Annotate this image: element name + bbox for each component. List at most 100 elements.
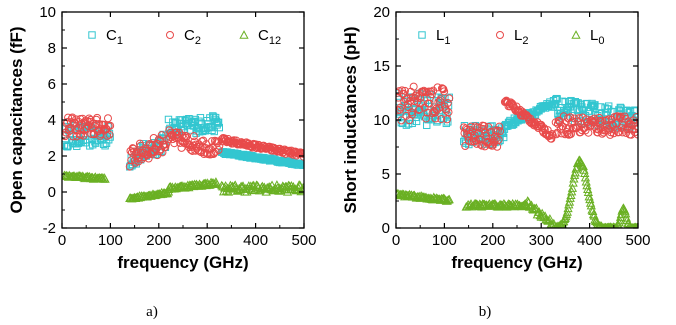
data-point xyxy=(209,150,218,159)
data-point xyxy=(422,114,431,123)
data-point xyxy=(431,114,440,123)
legend-label: C2 xyxy=(184,27,201,47)
x-tick-label: 500 xyxy=(291,232,316,249)
data-point xyxy=(191,146,200,155)
data-point xyxy=(621,208,631,218)
data-point xyxy=(298,183,304,192)
legend-label: C1 xyxy=(106,27,123,47)
data-point xyxy=(495,122,504,131)
data-point xyxy=(226,182,237,191)
data-point xyxy=(616,114,625,123)
data-point xyxy=(412,117,421,126)
data-point xyxy=(299,184,304,194)
data-point xyxy=(581,176,591,186)
data-point xyxy=(501,201,511,210)
data-point xyxy=(157,131,166,140)
data-point xyxy=(189,132,198,141)
data-point xyxy=(173,183,183,192)
legend-l1: L1 xyxy=(418,27,450,47)
data-point xyxy=(567,183,578,192)
legend-label: L2 xyxy=(514,27,528,47)
data-point xyxy=(62,132,70,141)
data-point xyxy=(568,178,578,187)
data-point xyxy=(208,137,217,146)
data-point xyxy=(79,131,88,140)
data-point xyxy=(584,191,594,201)
x-tick-label: 300 xyxy=(529,232,554,249)
data-point xyxy=(566,113,575,122)
legend-marker xyxy=(166,31,174,39)
data-point xyxy=(214,119,222,127)
data-point xyxy=(66,124,75,133)
data-point xyxy=(553,95,561,103)
data-point xyxy=(433,116,442,125)
x-tick-label: 100 xyxy=(432,232,457,249)
data-point xyxy=(234,183,244,193)
data-point xyxy=(569,123,578,132)
data-point xyxy=(578,161,588,171)
data-point xyxy=(583,184,593,193)
data-point xyxy=(66,118,75,127)
data-point xyxy=(400,86,409,95)
data-point xyxy=(442,106,451,115)
data-point xyxy=(171,118,179,126)
data-point xyxy=(103,114,112,123)
legend-marker xyxy=(88,31,96,39)
data-point xyxy=(63,143,72,151)
y-tick-label: 6 xyxy=(48,76,56,93)
data-point xyxy=(603,121,612,130)
data-point xyxy=(543,216,553,225)
y-tick-label: 2 xyxy=(48,148,56,165)
data-point xyxy=(494,135,503,144)
series-l2 xyxy=(396,82,638,151)
series-c12 xyxy=(62,170,304,203)
legend-c1: C1 xyxy=(88,27,123,47)
data-point xyxy=(586,200,596,210)
data-point xyxy=(433,83,442,92)
data-point xyxy=(580,168,590,178)
data-point xyxy=(548,131,557,140)
data-point xyxy=(582,180,592,190)
y-tick-label: 10 xyxy=(39,4,56,21)
plot-area xyxy=(396,82,638,228)
data-point xyxy=(214,145,223,154)
data-point xyxy=(298,149,304,158)
series-l0 xyxy=(396,155,638,228)
data-point xyxy=(162,140,171,149)
x-tick-label: 300 xyxy=(195,232,220,249)
data-point xyxy=(578,113,587,122)
x-tick-label: 200 xyxy=(480,232,505,249)
x-tick-label: 400 xyxy=(243,232,268,249)
data-point xyxy=(617,112,626,121)
data-point xyxy=(396,103,405,112)
data-point xyxy=(499,133,508,142)
data-point xyxy=(424,87,433,96)
data-point xyxy=(605,102,613,110)
data-point xyxy=(151,145,160,154)
data-point xyxy=(634,222,638,228)
data-point xyxy=(597,117,606,126)
data-point xyxy=(579,165,589,174)
data-point xyxy=(589,102,598,111)
data-point xyxy=(577,100,585,109)
legend-marker xyxy=(496,31,504,39)
data-point xyxy=(214,118,223,127)
data-point xyxy=(299,149,304,158)
data-point xyxy=(427,90,436,99)
panel-caption: b) xyxy=(479,304,492,320)
series-c2 xyxy=(62,113,304,171)
data-point xyxy=(540,125,549,134)
x-axis-label: frequency (GHz) xyxy=(117,253,248,272)
panel-b-short-inductances: 0 100 200 300 400 500 0 5 10 15 20 frequency (GHz) S… xyxy=(341,4,651,320)
y-tick-label: -2 xyxy=(43,220,56,237)
x-tick-label: 100 xyxy=(98,232,123,249)
data-point xyxy=(100,120,109,129)
data-point xyxy=(551,100,559,109)
data-point xyxy=(154,135,163,144)
y-tick-label: 15 xyxy=(373,58,390,75)
legend-marker xyxy=(418,31,426,39)
data-point xyxy=(496,127,505,136)
data-point xyxy=(564,199,574,209)
data-point xyxy=(432,106,441,115)
